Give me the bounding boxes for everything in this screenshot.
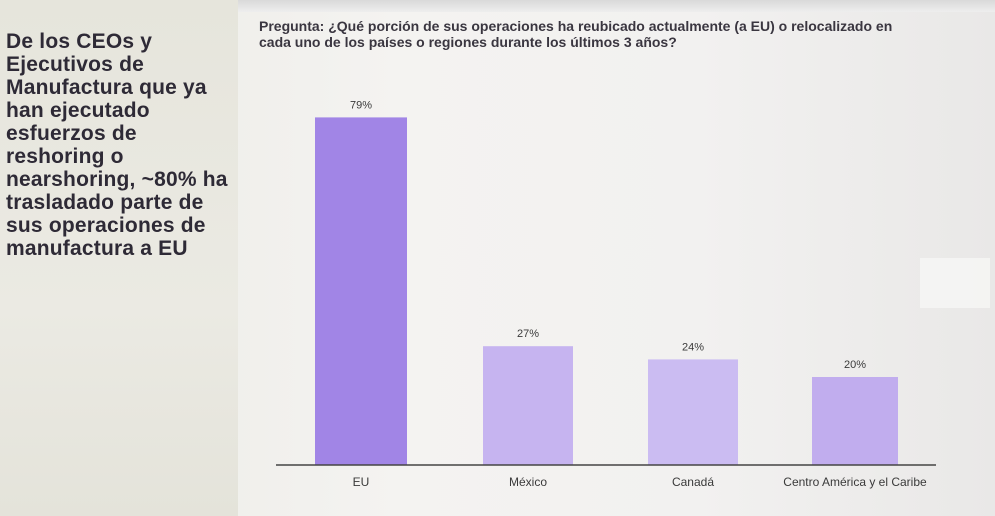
- category-label-centro-america-y-el-caribe: Centro América y el Caribe: [783, 475, 927, 489]
- chart-question-title: Pregunta: ¿Qué porción de sus operacione…: [259, 18, 893, 50]
- top-border: [238, 0, 995, 12]
- category-label-eu: EU: [353, 475, 370, 489]
- value-label-centro-america-y-el-caribe: 20%: [844, 359, 866, 371]
- category-label-canada: Canadá: [672, 475, 714, 489]
- side-panel: [0, 0, 238, 516]
- value-label-canada: 24%: [682, 341, 704, 353]
- bar-centro-america-y-el-caribe: [812, 377, 898, 465]
- side-note-text: De los CEOs y Ejecutivos de Manufactura …: [6, 30, 228, 260]
- category-label-mexico: México: [509, 475, 547, 489]
- value-label-eu: 79%: [350, 99, 372, 111]
- value-label-mexico: 27%: [517, 328, 539, 340]
- bar-mexico: [483, 346, 573, 465]
- bar-canada: [648, 359, 738, 465]
- bar-eu: [315, 117, 407, 466]
- screen-glare: [920, 258, 990, 308]
